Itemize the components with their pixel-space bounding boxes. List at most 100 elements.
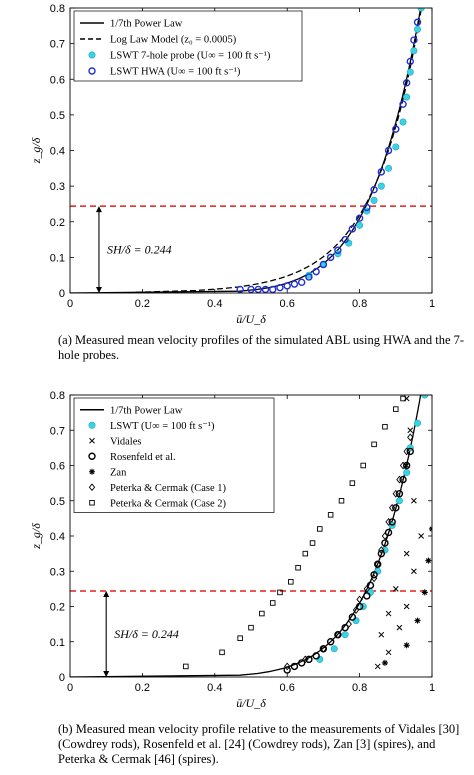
data-point-5 <box>407 433 414 442</box>
y-axis-label: z_g/δ <box>29 137 43 164</box>
data-point-6 <box>248 624 254 631</box>
legend-label-6: Peterka & Cermak (Case 2) <box>110 498 227 509</box>
y-tick-label: 0.2 <box>50 602 65 614</box>
x-tick-label: 0 <box>67 682 73 694</box>
data-point-2 <box>356 221 364 229</box>
data-point-2 <box>410 47 418 55</box>
data-point-3 <box>388 518 396 526</box>
data-point-6 <box>183 663 189 670</box>
data-point-3 <box>392 125 400 133</box>
axes-frame <box>69 7 433 294</box>
annotation-label: SH/δ = 0.244 <box>114 627 179 641</box>
data-point-3 <box>326 253 335 262</box>
data-point-5 <box>389 503 396 512</box>
data-point-3 <box>283 666 291 674</box>
legend-box <box>73 397 275 513</box>
data-point-3 <box>377 168 386 176</box>
legend-label-1: Log Law Model (z₀ = 0.0005) <box>110 35 237 46</box>
data-point-2 <box>411 497 417 504</box>
legend-label-3: LSWT HWA (U∞ = 100 ft s⁻¹) <box>110 67 241 78</box>
data-point-1 <box>330 645 338 653</box>
chart-b: 0 0.2 0.4 0.6 0.8 1 0 0.1 0.2 0.3 0.4 0.5 0.6 0.7 0.8 ū… <box>29 390 435 710</box>
data-point-3 <box>377 549 386 558</box>
data-point-5 <box>399 461 407 470</box>
data-point-2 <box>411 568 417 575</box>
data-point-5 <box>334 630 342 639</box>
data-point-5 <box>363 584 371 593</box>
data-point-2 <box>396 624 403 631</box>
legend-label-2: Vidales <box>110 436 141 447</box>
data-point-6 <box>277 589 283 596</box>
data-point-3 <box>261 285 270 293</box>
axes-frame <box>69 394 433 678</box>
data-point-6 <box>317 526 323 532</box>
data-point-5 <box>392 489 399 498</box>
data-point-4 <box>414 617 421 624</box>
data-point-1 <box>381 546 389 554</box>
data-point-1 <box>403 469 411 477</box>
data-point-2 <box>414 25 422 33</box>
data-point-6 <box>360 462 366 469</box>
data-point-3 <box>305 273 313 281</box>
data-point-5 <box>356 595 363 604</box>
legend-swatch-3 <box>88 67 96 75</box>
y-tick-label: 0.7 <box>50 425 65 437</box>
data-point-2 <box>385 649 392 656</box>
data-point-2 <box>403 603 410 610</box>
data-point-4 <box>421 589 428 596</box>
legend: 1/7th Power Law LSWT (U∞ = 100 ft s⁻¹) Vid… <box>73 397 275 513</box>
data-point-4 <box>381 659 388 666</box>
series-line-0 <box>70 8 422 293</box>
data-point-5 <box>345 620 352 629</box>
x-tick-label: 0.4 <box>207 682 222 694</box>
y-tick-label: 0.5 <box>50 110 65 122</box>
legend-label-3: Rosenfeld et al. <box>110 452 176 463</box>
data-point-3 <box>399 100 407 108</box>
x-tick-label: 0.6 <box>280 298 295 310</box>
data-point-2 <box>399 118 407 126</box>
legend-label-0: 1/7th Power Law <box>110 19 183 30</box>
legend-swatch-5 <box>88 483 96 492</box>
data-point-5 <box>352 606 360 614</box>
legend-swatch-1 <box>88 421 96 429</box>
data-point-3 <box>247 285 255 293</box>
data-point-3 <box>355 602 364 611</box>
data-point-6 <box>269 600 276 606</box>
legend-label-1: LSWT (U∞ = 100 ft s⁻¹) <box>110 421 215 432</box>
data-point-5 <box>403 447 410 456</box>
data-point-2 <box>370 196 378 204</box>
data-point-6 <box>295 564 301 571</box>
data-point-1 <box>421 395 429 399</box>
data-point-2 <box>377 182 385 190</box>
data-point-3 <box>355 214 364 222</box>
data-point-3 <box>406 57 414 66</box>
data-point-2 <box>403 550 410 557</box>
y-tick-label: 0.6 <box>50 461 65 473</box>
data-point-3 <box>413 18 422 26</box>
y-tick-label: 0.7 <box>50 39 65 51</box>
data-point-1 <box>395 497 403 505</box>
y-tick-label: 0.5 <box>50 496 65 508</box>
data-point-3 <box>370 185 378 194</box>
data-point-3 <box>236 285 244 293</box>
data-point-3 <box>341 623 349 632</box>
data-point-4 <box>403 642 410 649</box>
data-point-6 <box>259 610 265 617</box>
x-tick-label: 0 <box>67 298 73 310</box>
legend-label-5: Peterka & Cermak (Case 1) <box>110 483 227 494</box>
data-point-2 <box>418 533 424 539</box>
data-point-6 <box>309 540 316 546</box>
data-point-2 <box>345 239 353 247</box>
arrow-head-top <box>103 590 110 597</box>
data-point-6 <box>349 480 356 486</box>
legend-label-2: LSWT 7-hole probe (U∞ = 100 ft s⁻¹) <box>110 51 271 62</box>
x-axis-label: ū/U_δ <box>236 696 266 710</box>
data-point-3 <box>406 447 414 456</box>
data-point-6 <box>327 512 334 518</box>
data-point-3 <box>395 489 404 498</box>
data-point-2 <box>403 93 411 101</box>
chart-a: 0 0.2 0.4 0.6 0.8 1 0 0.1 0.2 0.3 0.4 0.5 0.6 0.7 0.8 ū… <box>29 3 435 326</box>
data-point-3 <box>326 638 335 646</box>
data-point-3 <box>319 260 328 269</box>
data-point-2 <box>385 610 392 617</box>
